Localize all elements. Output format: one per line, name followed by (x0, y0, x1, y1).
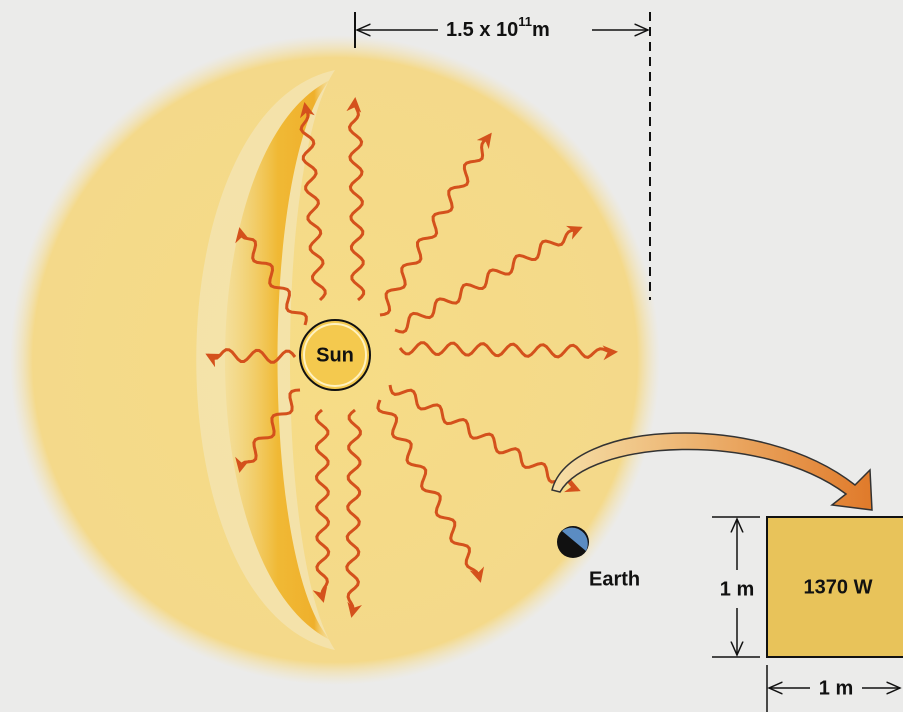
distance-unit: m (532, 19, 550, 41)
distance-base: 1.5 x 10 (446, 19, 518, 41)
power-label: 1370 W (804, 576, 873, 598)
height-label: 1 m (720, 578, 754, 600)
page: Sun 1.5 x 1011m Earth 1370 W 1 m 1 m (()… (0, 0, 903, 712)
earth-label: Earth (589, 568, 640, 590)
diagram: Sun 1.5 x 1011m Earth 1370 W 1 m 1 m (0, 0, 903, 712)
width-label: 1 m (819, 677, 853, 699)
sun-label: Sun (316, 344, 354, 366)
distance-label: 1.5 x 1011m (446, 14, 550, 41)
distance-exponent: 11 (518, 14, 532, 29)
